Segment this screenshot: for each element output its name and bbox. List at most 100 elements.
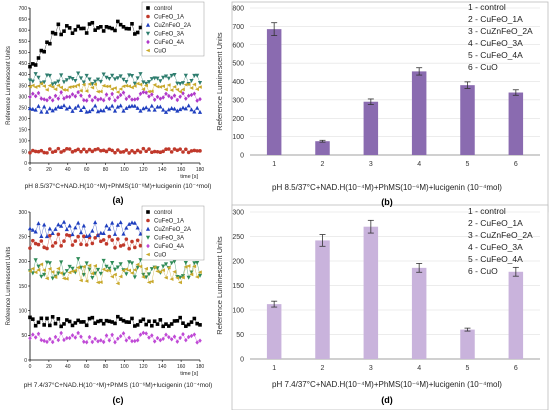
y-tick-label: 0 xyxy=(24,161,27,167)
data-point xyxy=(127,320,131,324)
data-point xyxy=(121,77,126,82)
data-point xyxy=(138,91,143,97)
data-point xyxy=(104,264,109,269)
legend-entry: control xyxy=(154,6,172,12)
data-point xyxy=(135,225,140,230)
data-point xyxy=(189,107,194,112)
y-tick-label: 100 xyxy=(19,139,28,145)
data-point xyxy=(33,72,38,77)
data-point xyxy=(172,319,177,323)
data-point xyxy=(133,150,137,155)
bar xyxy=(315,141,330,155)
x-tick-label: 40 xyxy=(65,167,71,173)
x-tick-label: 20 xyxy=(46,364,52,370)
data-point xyxy=(186,82,191,87)
data-point xyxy=(78,107,84,112)
data-point xyxy=(121,150,126,154)
data-point xyxy=(78,88,83,93)
data-point xyxy=(149,279,154,284)
data-point xyxy=(82,26,86,31)
data-point xyxy=(90,107,95,112)
data-point xyxy=(141,106,146,111)
data-point xyxy=(36,331,41,336)
data-point xyxy=(138,72,143,77)
y-tick-label: 500 xyxy=(232,61,244,68)
data-point xyxy=(98,230,103,235)
data-point xyxy=(59,73,64,78)
data-point xyxy=(47,267,52,271)
data-point xyxy=(65,318,69,322)
panel-a-scatter: 0501001502002503003504004505005506006507… xyxy=(6,1,204,180)
data-point xyxy=(107,25,112,30)
data-point xyxy=(92,264,97,268)
data-point xyxy=(138,108,143,113)
data-point xyxy=(141,146,146,151)
data-point xyxy=(33,107,38,112)
data-point xyxy=(44,73,50,78)
data-point xyxy=(87,147,92,152)
data-point xyxy=(169,150,174,154)
legend-marker xyxy=(145,252,150,257)
y-tick-label: 300 xyxy=(19,94,28,100)
data-point xyxy=(110,238,114,242)
data-point xyxy=(98,89,103,94)
data-point xyxy=(121,84,126,89)
bar xyxy=(266,304,282,359)
data-point xyxy=(73,239,78,243)
data-point xyxy=(42,150,46,155)
data-point xyxy=(197,109,203,114)
data-point xyxy=(186,93,191,99)
data-point xyxy=(84,73,89,78)
data-point xyxy=(50,30,55,35)
data-point xyxy=(33,229,38,234)
x-tick-label: 100 xyxy=(120,167,129,173)
data-point xyxy=(135,338,140,343)
data-point xyxy=(42,245,46,250)
data-point xyxy=(164,322,168,326)
data-point xyxy=(198,96,202,102)
data-point xyxy=(67,94,72,99)
data-point xyxy=(152,265,157,270)
data-point xyxy=(73,335,78,340)
data-point xyxy=(130,21,134,26)
data-point xyxy=(42,338,46,344)
data-point xyxy=(90,339,95,345)
data-point xyxy=(147,319,151,324)
data-point xyxy=(172,334,177,339)
y-tick-label: 100 xyxy=(232,308,244,315)
data-point xyxy=(79,320,83,324)
data-point xyxy=(186,103,191,108)
data-point xyxy=(81,82,86,87)
data-point xyxy=(149,77,154,82)
data-point xyxy=(64,277,69,281)
data-point xyxy=(184,324,188,328)
data-point xyxy=(48,95,52,100)
data-point xyxy=(50,85,55,89)
data-point xyxy=(61,276,66,281)
data-point xyxy=(175,108,180,113)
data-point xyxy=(53,32,58,36)
data-point xyxy=(98,108,103,113)
data-point xyxy=(161,149,165,154)
data-point xyxy=(126,84,131,89)
data-point xyxy=(87,93,92,99)
y-tick-label: 700 xyxy=(232,24,244,31)
data-point xyxy=(158,104,163,109)
data-point xyxy=(96,319,100,324)
data-point xyxy=(93,147,97,152)
data-point xyxy=(87,334,92,340)
data-point xyxy=(93,321,97,325)
data-point xyxy=(135,76,140,81)
data-point xyxy=(141,87,146,92)
data-point xyxy=(92,82,97,86)
data-point xyxy=(28,315,32,320)
data-point xyxy=(155,76,160,81)
data-point xyxy=(152,319,157,324)
y-tick-label: 200 xyxy=(232,116,244,123)
legend-entry: CuZnFeO_2A xyxy=(154,23,191,29)
data-point xyxy=(149,267,154,272)
data-point xyxy=(48,323,52,328)
data-point xyxy=(36,149,41,154)
data-point xyxy=(47,106,52,111)
y-tick-label: 200 xyxy=(19,117,28,123)
